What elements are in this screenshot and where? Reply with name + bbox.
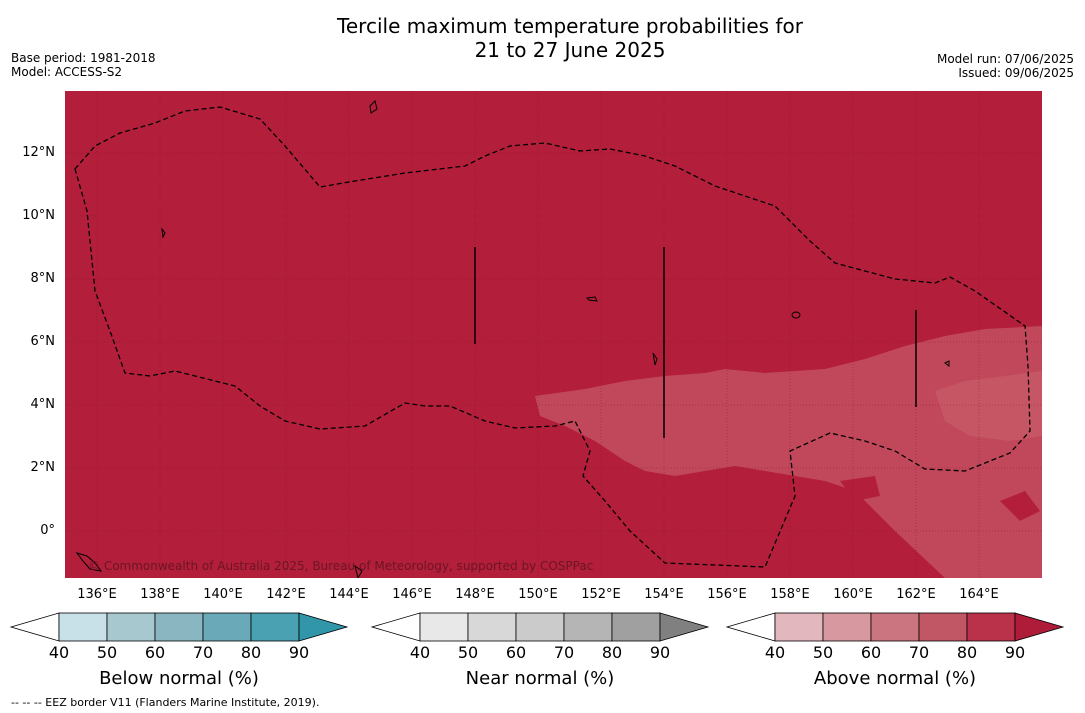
colorbar-segment [154,612,204,642]
base-period: Base period: 1981-2018 [11,51,156,65]
colorbar-extend-high [1014,612,1065,642]
cb0-tick-80: 80 [240,643,262,662]
colorbar-segment [774,612,824,642]
colorbar-segment [966,612,1016,642]
cb2-tick-40: 40 [764,643,786,662]
cb1-tick-40: 40 [409,643,431,662]
colorbar-segment [918,612,968,642]
above-normal-90-patch-2 [1000,491,1040,521]
cb1-tick-60: 60 [505,643,527,662]
lon-label-156e: 156°E [707,587,747,602]
cb2-tick-70: 70 [908,643,930,662]
colorbar-above-normal [725,612,1065,642]
title-line-2: 21 to 27 June 2025 [474,38,666,62]
colorbar-extend-low [9,612,60,642]
eez-border [74,106,1031,568]
lon-label-142e: 142°E [266,587,306,602]
lon-label-144e: 144°E [329,587,369,602]
cb0-tick-40: 40 [48,643,70,662]
above-normal-90-patch [840,476,880,501]
meta-right: Model run: 07/06/2025 Issued: 09/06/2025 [937,52,1074,80]
title-line-1: Tercile maximum temperature probabilitie… [337,14,803,38]
cb2-tick-80: 80 [956,643,978,662]
cb0-tick-70: 70 [192,643,214,662]
lat-label-2n: 2°N [30,460,56,475]
map-title: Tercile maximum temperature probabilitie… [0,14,1085,62]
colorbar-segment [515,612,565,642]
lon-label-158e: 158°E [770,587,810,602]
colorbar-segment [202,612,252,642]
colorbar-segment [419,612,469,642]
cb2-tick-90: 90 [1004,643,1026,662]
lat-label-4n: 4°N [30,397,56,412]
lon-label-150e: 150°E [518,587,558,602]
cb0-tick-60: 60 [144,643,166,662]
lon-label-152e: 152°E [581,587,621,602]
lat-label-12n: 12°N [22,145,55,160]
lon-label-160e: 160°E [833,587,873,602]
colorbar-segment [58,612,108,642]
vertical-markers [474,247,917,438]
lon-label-136e: 136°E [77,587,117,602]
colorbar-extend-high [659,612,710,642]
model-run: Model run: 07/06/2025 [936,52,1074,66]
lat-label-8n: 8°N [30,271,56,286]
cb1-tick-50: 50 [457,643,479,662]
cb1-tick-80: 80 [601,643,623,662]
colorbar-segment [611,612,661,642]
lat-label-0: 0° [40,523,55,538]
cb2-tick-50: 50 [812,643,834,662]
lon-label-140e: 140°E [203,587,243,602]
colorbar-segment [250,612,300,642]
eez-footnote: -- -- -- EEZ border V11 (Flanders Marine… [11,696,320,709]
colorbar-segment [870,612,920,642]
lon-label-146e: 146°E [392,587,432,602]
colorbar-segment [822,612,872,642]
probability-map [65,91,1042,578]
issued-date: Issued: 09/06/2025 [958,66,1074,80]
colorbar-near-normal [370,612,710,642]
cb0-tick-90: 90 [288,643,310,662]
lon-label-164e: 164°E [959,587,999,602]
lon-label-138e: 138°E [140,587,180,602]
meta-left: Base period: 1981-2018 Model: ACCESS-S2 [11,51,156,79]
colorbar-below-normal [9,612,349,642]
lat-label-6n: 6°N [30,334,56,349]
copyright-notice: © Commonwealth of Australia 2025, Bureau… [88,559,594,573]
lat-label-10n: 10°N [22,208,55,223]
cb2-title: Above normal (%) [813,668,977,689]
cb1-tick-90: 90 [649,643,671,662]
cb2-tick-60: 60 [860,643,882,662]
lon-label-148e: 148°E [455,587,495,602]
lon-label-162e: 162°E [896,587,936,602]
cb0-tick-50: 50 [96,643,118,662]
model-name: Model: ACCESS-S2 [11,65,123,79]
colorbar-segment [467,612,517,642]
cb1-title: Near normal (%) [465,668,615,689]
colorbar-segment [563,612,613,642]
colorbar-extend-low [725,612,776,642]
cb0-title: Below normal (%) [99,668,259,689]
cb1-tick-70: 70 [553,643,575,662]
colorbars [9,612,1065,642]
colorbar-extend-high [298,612,349,642]
lon-label-154e: 154°E [644,587,684,602]
colorbar-extend-low [370,612,421,642]
above-normal-70-patch [935,371,1042,441]
island-outlines [75,100,950,578]
colorbar-segment [106,612,156,642]
